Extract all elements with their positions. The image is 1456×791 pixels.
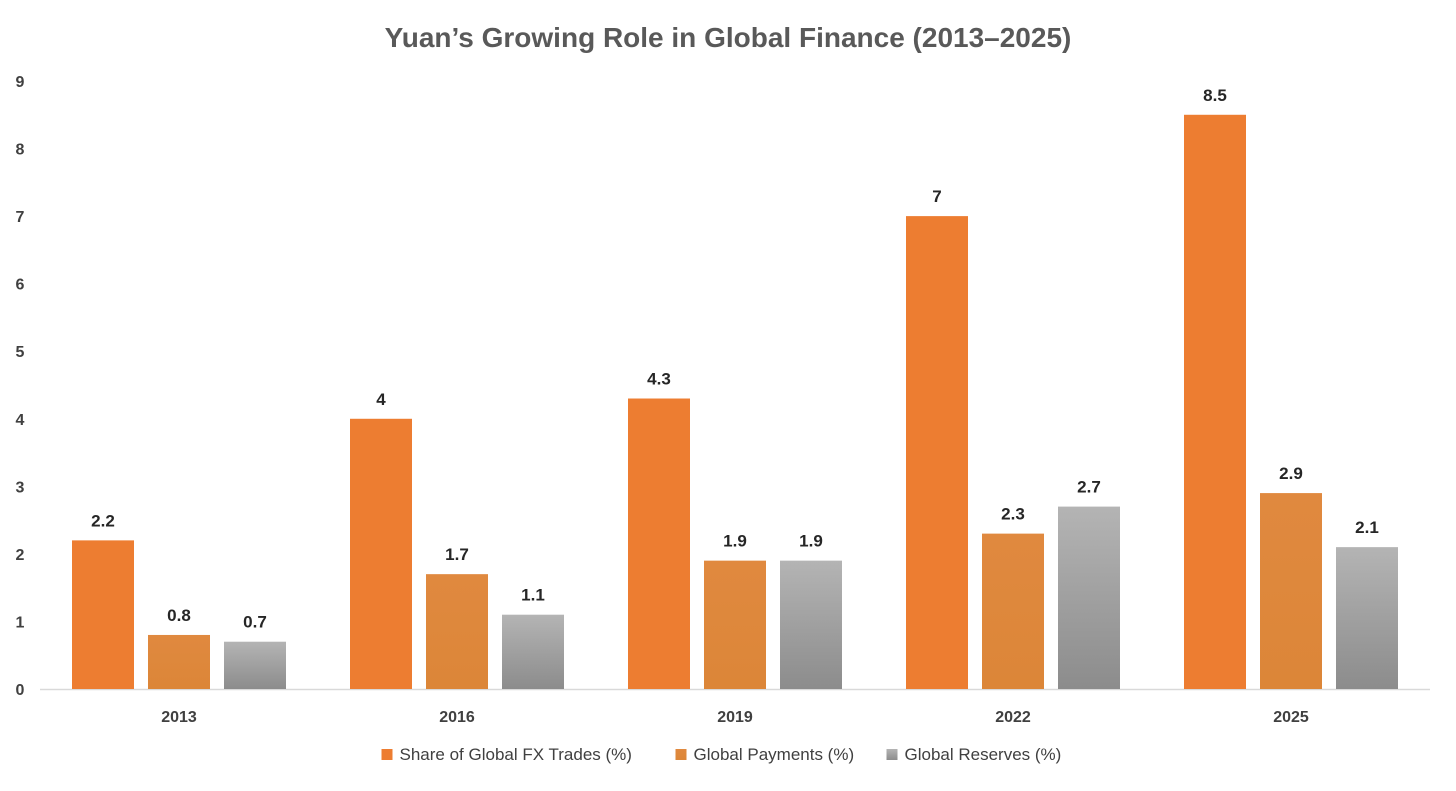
data-label: 7 (932, 187, 941, 206)
bar (906, 216, 968, 689)
legend-label: Global Payments (%) (694, 745, 855, 764)
x-tick-label: 2019 (717, 709, 753, 726)
legend-label: Global Reserves (%) (905, 745, 1062, 764)
bar (628, 398, 690, 689)
y-tick-label: 7 (16, 209, 25, 226)
bar (780, 560, 842, 689)
y-tick-label: 4 (16, 412, 25, 429)
data-label: 1.1 (521, 586, 545, 605)
data-label: 1.7 (445, 545, 469, 564)
bar (148, 634, 210, 689)
data-labels-group: 2.2 0.8 0.7 4 1.7 1.1 4.3 1.9 1.9 7 2.3 2.7 8.5 2.9 2.… (91, 86, 1379, 632)
legend-swatch (675, 749, 687, 760)
y-tick-label: 5 (16, 344, 25, 361)
y-axis: 0 1 2 3 4 5 6 7 8 9 (16, 74, 25, 699)
x-tick-label: 2016 (439, 709, 475, 726)
bar (982, 533, 1044, 689)
legend: Share of Global FX Trades (%) Global Paym… (381, 745, 1062, 764)
bar (1184, 114, 1246, 690)
legend-swatch (886, 749, 898, 760)
x-axis: 2013 2016 2019 2022 2025 (40, 688, 1430, 726)
data-label: 0.7 (243, 613, 267, 632)
y-tick-label: 6 (16, 277, 25, 294)
bar (502, 614, 564, 689)
y-tick-label: 9 (16, 74, 25, 91)
data-label: 8.5 (1203, 86, 1227, 105)
data-label: 0.8 (167, 606, 191, 625)
data-label: 2.7 (1077, 478, 1101, 497)
x-tick-label: 2013 (161, 709, 197, 726)
y-tick-label: 2 (16, 547, 25, 564)
bar (350, 418, 412, 689)
bar (72, 540, 134, 689)
legend-label: Share of Global FX Trades (%) (400, 745, 632, 764)
data-label: 4 (376, 390, 386, 409)
chart-title: Yuan’s Growing Role in Global Finance (2… (385, 22, 1072, 53)
data-label: 2.2 (91, 511, 115, 530)
bar (704, 560, 766, 689)
x-tick-label: 2022 (995, 709, 1031, 726)
data-label: 1.9 (799, 532, 823, 551)
bar (1336, 547, 1398, 689)
y-tick-label: 0 (16, 682, 25, 699)
y-tick-label: 1 (16, 614, 25, 631)
y-tick-label: 8 (16, 142, 25, 159)
data-label: 2.9 (1279, 464, 1303, 483)
data-label: 2.3 (1001, 505, 1025, 524)
x-tick-label: 2025 (1273, 709, 1309, 726)
data-label: 2.1 (1355, 518, 1379, 537)
bar (1260, 493, 1322, 689)
bar (1058, 506, 1120, 689)
bars-group (72, 114, 1398, 690)
bar (224, 641, 286, 689)
data-label: 4.3 (647, 370, 671, 389)
legend-swatch (381, 749, 393, 760)
y-tick-label: 3 (16, 479, 25, 496)
bar (426, 574, 488, 689)
data-label: 1.9 (723, 532, 747, 551)
